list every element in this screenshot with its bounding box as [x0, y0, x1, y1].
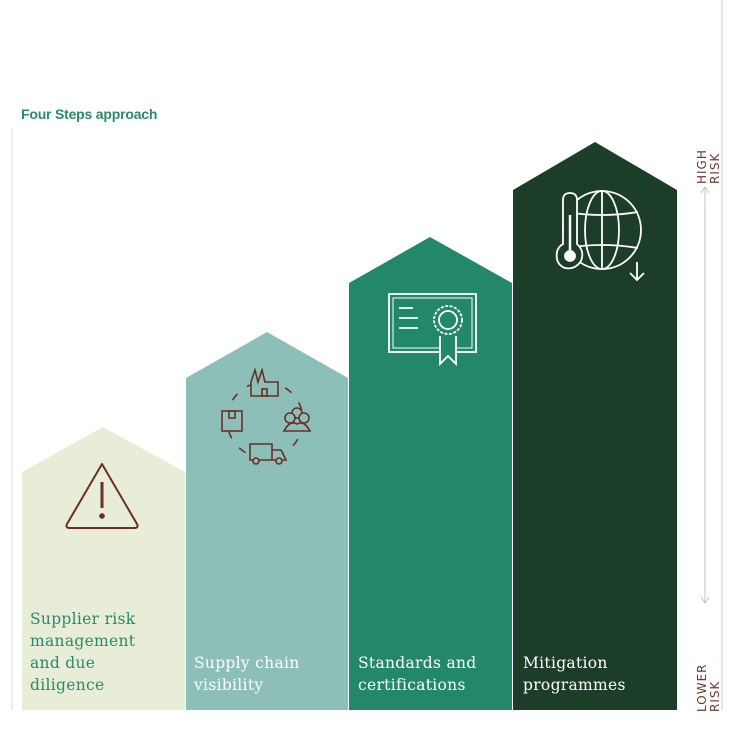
- label-line: Standards and: [358, 654, 477, 672]
- step-4-shape: [513, 142, 677, 710]
- diagram-title: Four Steps approach: [21, 106, 158, 122]
- step-2-label: Supply chain visibility: [194, 652, 300, 696]
- certificate-icon: [388, 293, 477, 367]
- label-line: visibility: [194, 676, 264, 694]
- label-line: programmes: [523, 676, 626, 694]
- label-line: Mitigation: [523, 654, 608, 672]
- step-3-shape: [349, 237, 512, 710]
- step-1-shape: [22, 427, 185, 710]
- climate-globe-thermometer-icon: [555, 190, 645, 282]
- step-4-label: Mitigation programmes: [523, 652, 626, 696]
- step-3-label: Standards and certifications: [358, 652, 477, 696]
- warning-triangle-icon: [65, 463, 139, 529]
- lower-risk-label: LOWER RISK: [695, 664, 722, 713]
- label-line: management: [30, 632, 136, 650]
- label-line: certifications: [358, 676, 466, 694]
- label-line: diligence: [30, 676, 105, 694]
- high-risk-label: HIGH RISK: [695, 149, 722, 184]
- label-line: Supply chain: [194, 654, 300, 672]
- label-line: and due: [30, 654, 96, 672]
- label-line: Supplier risk: [30, 610, 136, 628]
- step-1-label: Supplier risk management and due diligen…: [30, 608, 135, 696]
- risk-line: RISK: [708, 152, 722, 184]
- risk-line: RISK: [708, 680, 722, 712]
- supply-chain-cycle-icon: [221, 367, 312, 465]
- risk-arrow: [700, 186, 710, 604]
